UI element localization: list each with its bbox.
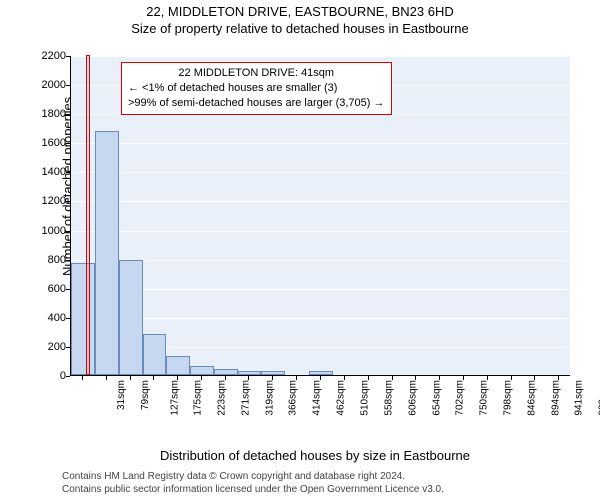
x-tick-label: 319sqm — [265, 380, 276, 416]
y-tick-mark — [66, 143, 70, 144]
gridline — [71, 260, 570, 261]
histogram-bar — [190, 366, 214, 375]
gridline — [71, 172, 570, 173]
x-tick-label: 127sqm — [169, 380, 180, 416]
x-tick-mark — [344, 376, 345, 380]
x-tick-mark — [392, 376, 393, 380]
y-tick-mark — [66, 376, 70, 377]
y-tick-label: 400 — [26, 312, 66, 324]
histogram-bar — [143, 334, 167, 375]
histogram-bar — [309, 371, 333, 375]
x-tick-label: 510sqm — [360, 380, 371, 416]
gridline — [71, 56, 570, 57]
y-tick-mark — [66, 56, 70, 57]
x-tick-mark — [272, 376, 273, 380]
x-tick-label: 462sqm — [336, 380, 347, 416]
page-title-line2: Size of property relative to detached ho… — [0, 19, 600, 36]
x-tick-mark — [415, 376, 416, 380]
x-tick-mark — [82, 376, 83, 380]
annotation-line: ← <1% of detached houses are smaller (3) — [128, 81, 385, 96]
x-tick-mark — [511, 376, 512, 380]
x-tick-label: 798sqm — [503, 380, 514, 416]
x-tick-label: 846sqm — [527, 380, 538, 416]
y-tick-label: 800 — [26, 254, 66, 266]
x-tick-mark — [153, 376, 154, 380]
x-tick-label: 606sqm — [407, 380, 418, 416]
x-tick-label: 79sqm — [140, 380, 151, 410]
x-tick-label: 366sqm — [288, 380, 299, 416]
y-tick-label: 1200 — [26, 195, 66, 207]
y-tick-mark — [66, 85, 70, 86]
highlight-marker — [86, 55, 90, 375]
gridline — [71, 143, 570, 144]
gridline — [71, 231, 570, 232]
gridline — [71, 289, 570, 290]
y-tick-label: 0 — [26, 370, 66, 382]
annotation-box: 22 MIDDLETON DRIVE: 41sqm← <1% of detach… — [121, 62, 392, 115]
x-tick-mark — [439, 376, 440, 380]
footnote-line1: Contains HM Land Registry data © Crown c… — [62, 471, 444, 484]
x-tick-label: 941sqm — [574, 380, 585, 416]
x-tick-mark — [106, 376, 107, 380]
annotation-line: 22 MIDDLETON DRIVE: 41sqm — [128, 66, 385, 81]
page-title-line1: 22, MIDDLETON DRIVE, EASTBOURNE, BN23 6H… — [0, 0, 600, 19]
y-tick-mark — [66, 201, 70, 202]
histogram-bar — [214, 369, 238, 375]
x-tick-mark — [368, 376, 369, 380]
x-tick-label: 31sqm — [116, 380, 127, 410]
x-tick-label: 750sqm — [479, 380, 490, 416]
histogram-bar — [95, 131, 119, 375]
x-tick-mark — [296, 376, 297, 380]
x-tick-mark — [201, 376, 202, 380]
x-tick-label: 702sqm — [455, 380, 466, 416]
x-tick-mark — [534, 376, 535, 380]
x-tick-mark — [248, 376, 249, 380]
histogram-bar — [238, 371, 262, 375]
y-tick-mark — [66, 172, 70, 173]
x-tick-mark — [130, 376, 131, 380]
x-tick-mark — [558, 376, 559, 380]
gridline — [71, 201, 570, 202]
y-tick-mark — [66, 318, 70, 319]
x-tick-label: 414sqm — [312, 380, 323, 416]
x-axis-title: Distribution of detached houses by size … — [50, 448, 580, 463]
y-tick-label: 1000 — [26, 225, 66, 237]
x-tick-label: 271sqm — [241, 380, 252, 416]
y-tick-label: 2000 — [26, 79, 66, 91]
y-tick-mark — [66, 347, 70, 348]
y-tick-mark — [66, 260, 70, 261]
x-tick-mark — [225, 376, 226, 380]
histogram-bar — [71, 263, 95, 375]
y-tick-mark — [66, 289, 70, 290]
x-tick-mark — [487, 376, 488, 380]
x-tick-mark — [463, 376, 464, 380]
y-tick-label: 200 — [26, 341, 66, 353]
y-tick-mark — [66, 114, 70, 115]
y-tick-label: 1800 — [26, 108, 66, 120]
x-tick-label: 654sqm — [431, 380, 442, 416]
y-tick-label: 1600 — [26, 137, 66, 149]
gridline — [71, 318, 570, 319]
x-tick-mark — [320, 376, 321, 380]
annotation-line: >99% of semi-detached houses are larger … — [128, 96, 385, 111]
y-tick-label: 1400 — [26, 166, 66, 178]
footnote: Contains HM Land Registry data © Crown c… — [62, 471, 444, 496]
x-tick-mark — [177, 376, 178, 380]
y-tick-label: 600 — [26, 283, 66, 295]
histogram-bar — [119, 260, 143, 375]
plot-area: 22 MIDDLETON DRIVE: 41sqm← <1% of detach… — [70, 56, 570, 376]
x-tick-label: 558sqm — [383, 380, 394, 416]
x-tick-label: 223sqm — [217, 380, 228, 416]
y-tick-mark — [66, 231, 70, 232]
chart-container: Number of detached properties 22 MIDDLET… — [50, 46, 580, 426]
histogram-bar — [261, 371, 285, 375]
x-tick-label: 894sqm — [550, 380, 561, 416]
y-tick-label: 2200 — [26, 50, 66, 62]
x-tick-label: 175sqm — [193, 380, 204, 416]
histogram-bar — [166, 356, 190, 375]
footnote-line2: Contains public sector information licen… — [62, 484, 444, 497]
